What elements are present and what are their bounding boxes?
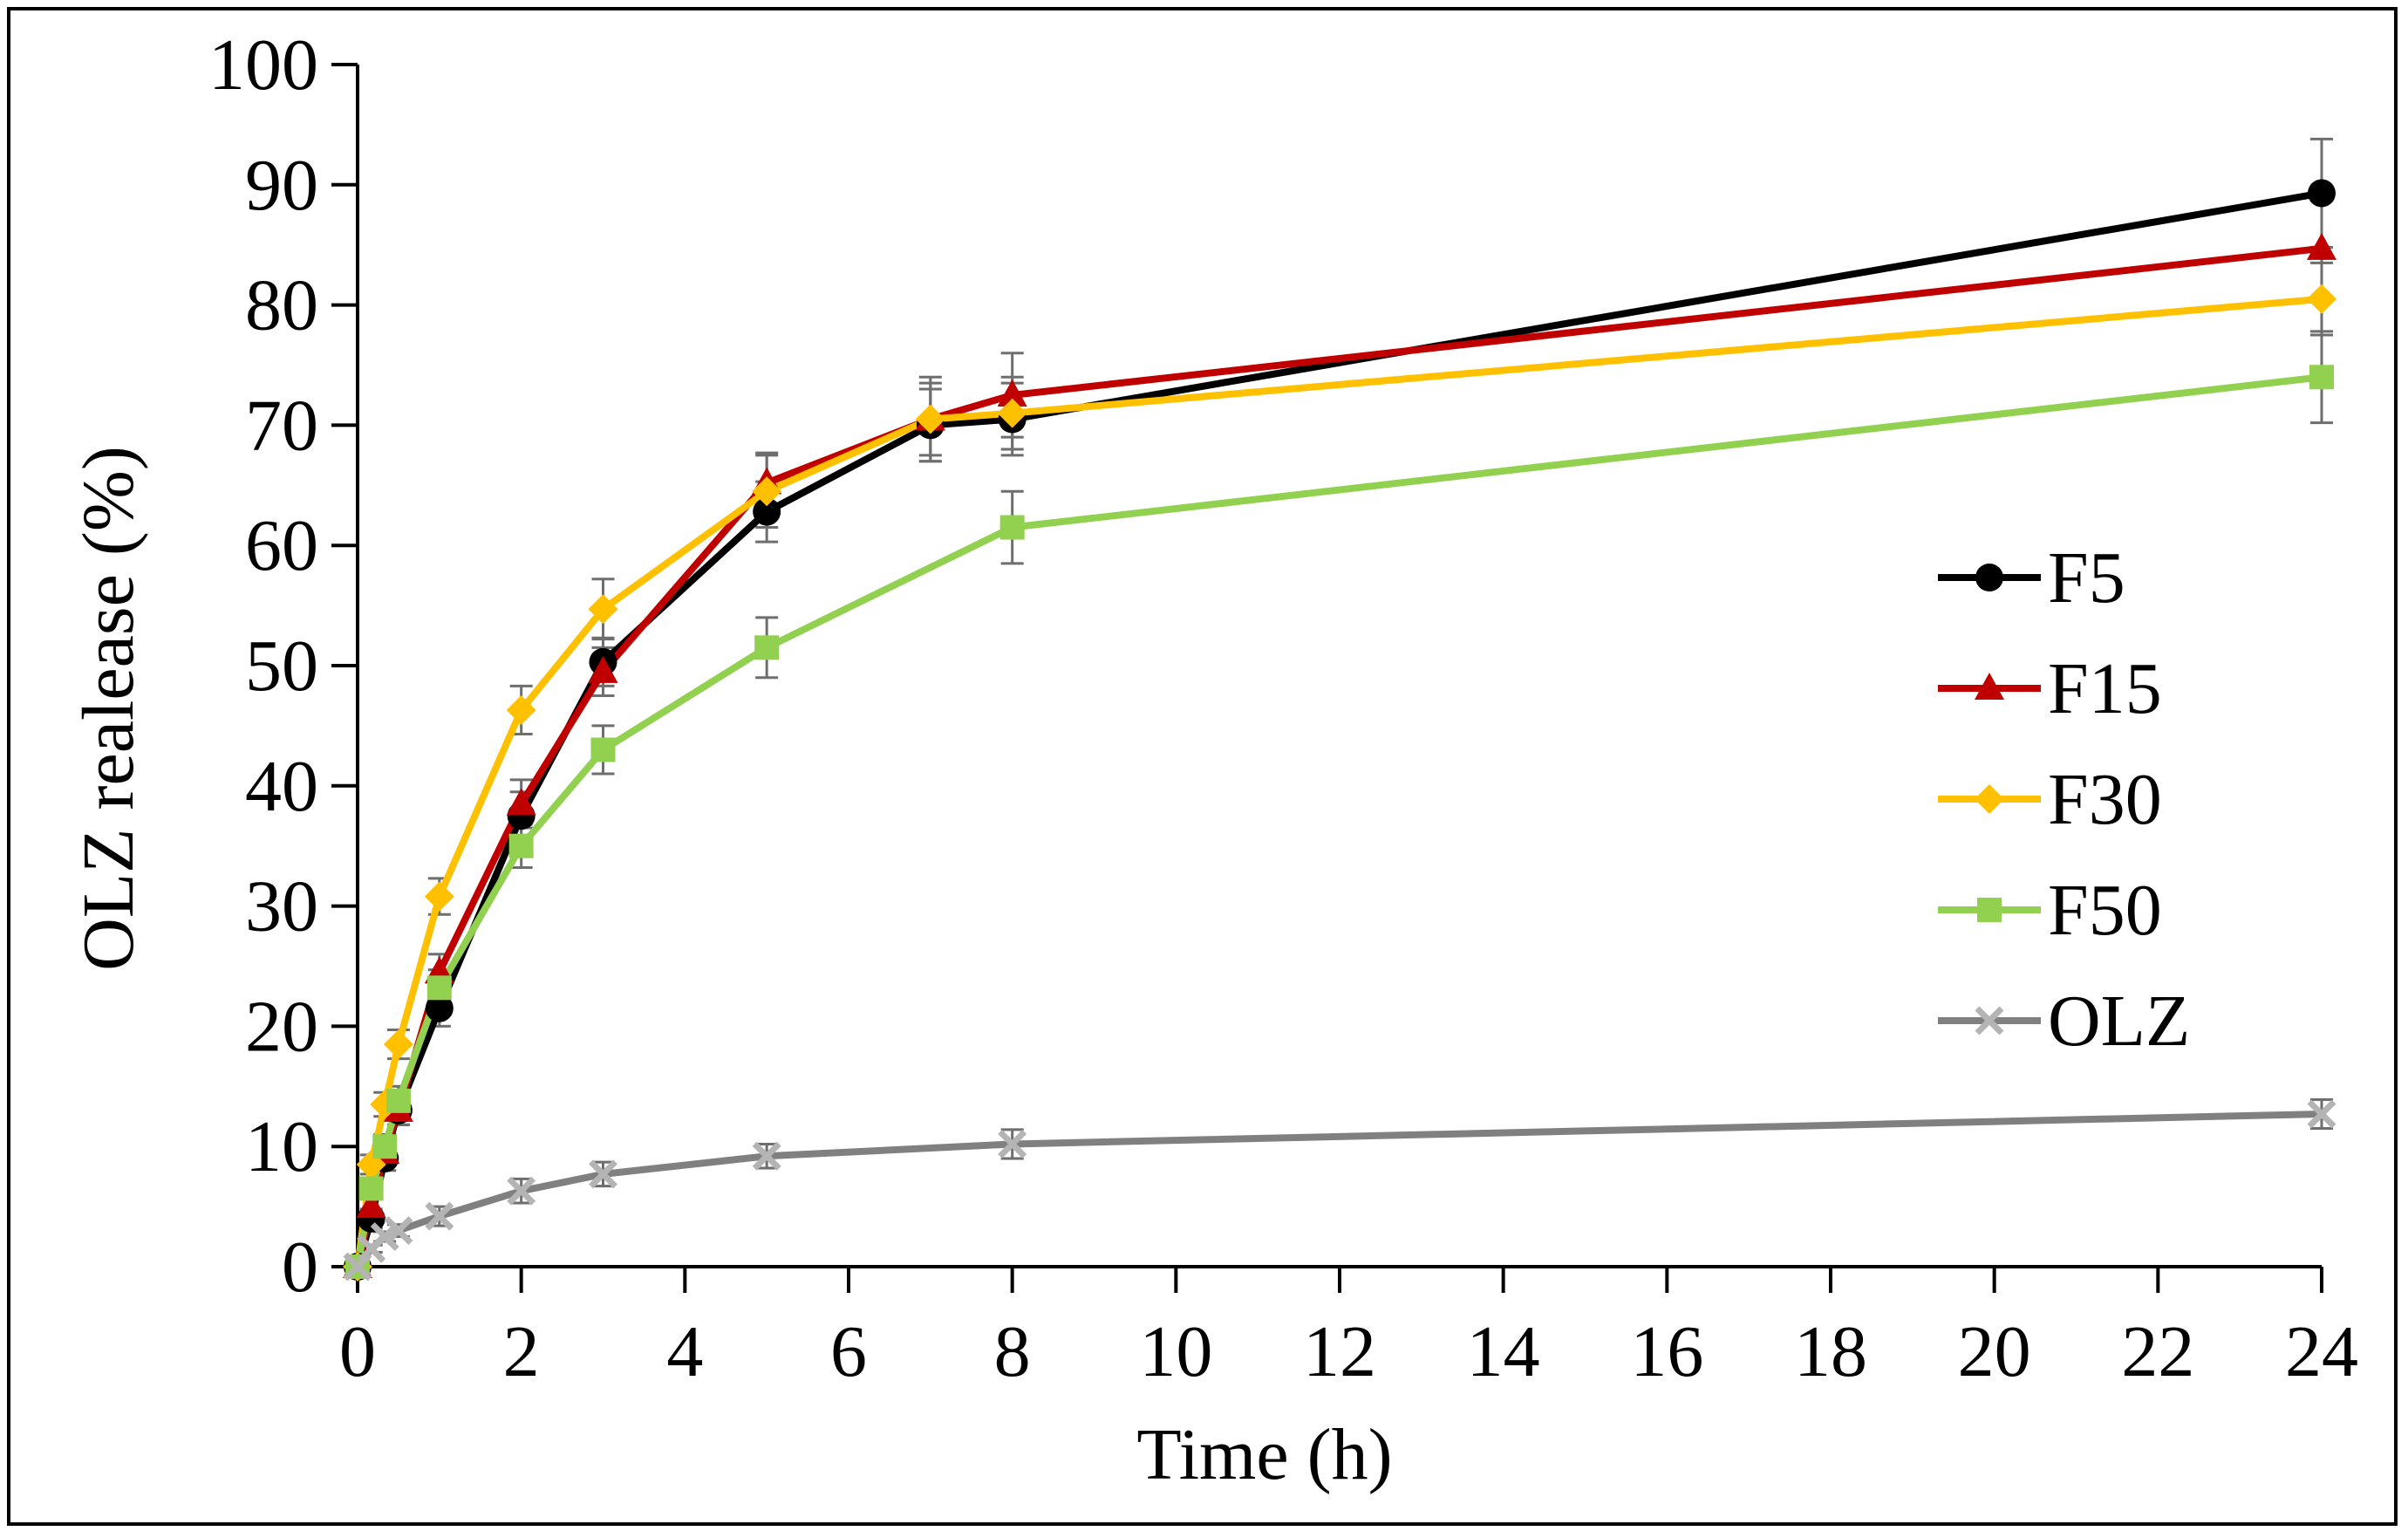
f30-point (915, 404, 945, 434)
x-tick-label: 6 (830, 1311, 867, 1392)
legend-item-f50: F50 (1938, 870, 2162, 951)
olz-point (752, 1141, 781, 1171)
f30-point (383, 1029, 413, 1060)
legend-label-f5: F5 (2048, 537, 2125, 619)
f15-point (997, 379, 1027, 407)
y-tick-label: 90 (245, 145, 318, 226)
f50-point (385, 1088, 411, 1113)
x-axis-title: Time (h) (1136, 1414, 1392, 1495)
olz-point (343, 1252, 372, 1282)
x-tick-label: 24 (2285, 1311, 2358, 1392)
f30-point (506, 694, 536, 725)
f15-point (588, 655, 618, 683)
x-tick-label: 16 (1630, 1311, 1703, 1392)
f50-point (590, 737, 616, 762)
series-lines (354, 189, 2323, 1269)
f50-point (2309, 365, 2334, 390)
x-tick-label: 0 (339, 1311, 376, 1392)
olz-point (2307, 1099, 2336, 1129)
y-tick-label: 80 (245, 265, 318, 346)
y-tick-label: 0 (282, 1227, 318, 1308)
f50-point (999, 515, 1025, 540)
f50-point (372, 1134, 398, 1159)
chart-frame (7, 7, 2398, 1526)
legend-label-olz: OLZ (2048, 981, 2190, 1062)
x-tick-label: 20 (1958, 1311, 2031, 1392)
x-tick-label: 10 (1139, 1311, 1212, 1392)
x-marker-stroke (425, 1201, 454, 1231)
legend-marker-f15 (1975, 673, 2004, 700)
f15-line (354, 244, 2323, 1268)
x-marker-stroke (2307, 1099, 2336, 1129)
legend-label-f30: F30 (2048, 759, 2162, 840)
f50-point (754, 635, 780, 660)
x-tick-label: 8 (994, 1311, 1031, 1392)
olz-point (425, 1201, 454, 1231)
x-tick-label: 22 (2121, 1311, 2194, 1392)
f15-point (506, 788, 536, 816)
f30-point (2307, 284, 2336, 314)
f30-point (752, 476, 782, 507)
legend-marker-f5 (1975, 564, 2003, 591)
olz-point (507, 1176, 536, 1206)
x-tick-label: 18 (1794, 1311, 1867, 1392)
legend-item-f5: F5 (1938, 537, 2125, 619)
x-tick-label: 4 (666, 1311, 703, 1392)
y-tick-label: 100 (208, 24, 318, 106)
legend: F5 F15 F30 F50 OLZ (1938, 537, 2190, 1062)
legend-label-f15: F15 (2048, 648, 2162, 729)
f50-point (508, 833, 534, 858)
y-axis-title: OLZ realease (%) (68, 446, 149, 971)
x-tick-label: 14 (1467, 1311, 1540, 1392)
legend-item-f15: F15 (1938, 648, 2162, 729)
legend-item-olz: OLZ (1938, 981, 2190, 1062)
x-tick-label: 12 (1303, 1311, 1376, 1392)
olz-line (354, 1110, 2323, 1269)
f15-point (356, 1191, 386, 1219)
f5-point (425, 994, 454, 1022)
y-tick-label: 20 (245, 986, 318, 1067)
f30-point (588, 594, 618, 625)
y-tick-label: 50 (245, 625, 318, 707)
x-marker-stroke (752, 1141, 781, 1171)
legend-label-f50: F50 (2048, 870, 2162, 951)
x-marker-stroke (343, 1252, 372, 1282)
olz-point (589, 1159, 617, 1189)
f5-line (354, 189, 2323, 1268)
f30-point (997, 398, 1027, 428)
x-marker-stroke (998, 1129, 1027, 1159)
y-tick-label: 70 (245, 385, 318, 466)
legend-marker-f50 (1977, 898, 2002, 922)
y-tick-label: 60 (245, 505, 318, 586)
f50-point (426, 975, 452, 1001)
error-bars (359, 137, 2333, 1254)
y-tick-label: 30 (245, 866, 318, 947)
f5-point (753, 497, 781, 526)
f15-point (2307, 232, 2336, 260)
f50-point (358, 1176, 384, 1201)
f30-point (424, 881, 454, 912)
x-marker-stroke (384, 1216, 413, 1246)
olz-point (384, 1216, 413, 1246)
legend-marker-olz (1975, 1006, 2004, 1036)
x-marker-stroke (1975, 1006, 2004, 1036)
legend-marker-f30 (1975, 784, 2004, 814)
y-tick-label: 40 (245, 746, 318, 827)
series-markers (343, 179, 2336, 1282)
y-tick-label: 10 (245, 1106, 318, 1187)
legend-item-f30: F30 (1938, 759, 2162, 840)
x-marker-stroke (507, 1176, 536, 1206)
olz-point (998, 1129, 1027, 1159)
f5-point (2308, 179, 2336, 208)
x-marker-stroke (589, 1159, 617, 1189)
x-tick-label: 2 (503, 1311, 540, 1392)
